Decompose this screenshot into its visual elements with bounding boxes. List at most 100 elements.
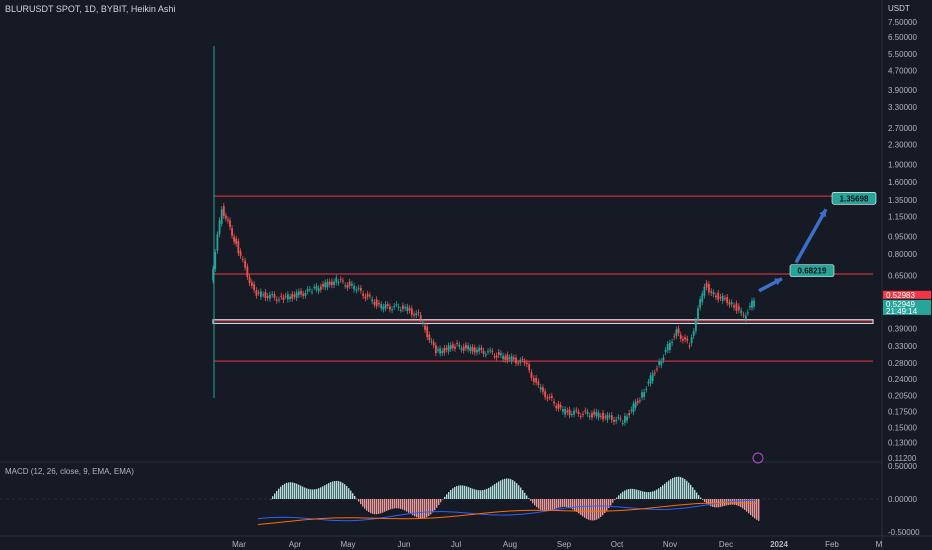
candle-body — [570, 413, 573, 415]
macd-histogram-bar — [592, 499, 594, 521]
macd-histogram-bar — [290, 482, 292, 499]
macd-histogram-bar — [328, 483, 330, 499]
macd-histogram-bar — [522, 490, 524, 499]
macd-histogram-bar — [480, 490, 482, 499]
macd-histogram-bar — [502, 479, 504, 499]
candle-body — [669, 342, 671, 351]
y-tick-label: 0.17500 — [888, 408, 917, 417]
macd-histogram-bar — [510, 479, 512, 499]
candle-body — [229, 220, 231, 227]
macd-histogram-bar — [276, 490, 278, 499]
macd-histogram-bar — [538, 499, 540, 509]
candle-body — [517, 362, 520, 364]
macd-histogram-bar — [308, 488, 310, 499]
macd-histogram-bar — [756, 499, 758, 520]
macd-histogram-bar — [568, 499, 570, 508]
macd-histogram-bar — [376, 499, 378, 515]
candle-body — [441, 351, 444, 354]
candle-body — [610, 415, 613, 420]
macd-histogram-bar — [684, 479, 686, 499]
candle-body — [495, 355, 498, 358]
macd-histogram-bar — [448, 491, 450, 499]
y-tick-label: 6.50000 — [888, 33, 917, 42]
macd-histogram-bar — [644, 491, 646, 499]
candle-body — [449, 345, 452, 349]
y-tick-label: 0.13000 — [888, 439, 917, 448]
y-tick-label: 0.39000 — [888, 325, 917, 334]
macd-histogram-bar — [384, 499, 386, 512]
candle-body — [487, 351, 489, 353]
macd-histogram-bar — [380, 499, 382, 514]
candle-body — [641, 392, 643, 398]
candle-body — [539, 387, 542, 390]
macd-histogram-bar — [486, 488, 488, 499]
candle-body — [362, 293, 365, 296]
candle-body — [266, 296, 269, 298]
macd-histogram-bar — [456, 486, 458, 499]
macd-histogram-bar — [452, 488, 454, 499]
candle-body — [721, 296, 724, 301]
macd-histogram-bar — [610, 499, 612, 506]
candle-body — [660, 361, 663, 366]
candle-body — [568, 409, 571, 416]
macd-histogram-bar — [608, 499, 610, 509]
candle-body — [322, 283, 324, 287]
candle-body — [426, 326, 429, 338]
candle-body — [624, 415, 626, 423]
candle-body — [384, 304, 387, 309]
macd-histogram-bar — [560, 499, 562, 508]
macd-histogram-bar — [484, 489, 486, 499]
macd-histogram-bar — [454, 487, 456, 499]
candle-body — [535, 377, 538, 383]
macd-histogram-bar — [650, 491, 652, 499]
macd-histogram-bar — [582, 499, 584, 517]
candle-body — [724, 298, 726, 300]
macd-histogram-bar — [388, 499, 390, 511]
macd-histogram-bar — [464, 485, 466, 499]
macd-histogram-bar — [434, 499, 436, 511]
macd-histogram-bar — [346, 486, 348, 499]
candle-body — [218, 220, 221, 235]
macd-histogram-bar — [662, 485, 664, 499]
candle-body — [599, 415, 602, 417]
y-tick-label: 1.90000 — [888, 160, 917, 169]
candle-body — [439, 348, 442, 354]
candle-body — [424, 325, 426, 330]
macd-histogram-bar — [280, 486, 282, 499]
target-price-text: 1.35698 — [840, 194, 869, 203]
y-tick-label: 2.30000 — [888, 141, 917, 150]
y-tick-label: 0.95000 — [888, 232, 917, 241]
macd-histogram-bar — [576, 499, 578, 512]
candle-body — [460, 348, 463, 350]
candle-body — [688, 345, 691, 347]
candle-body — [537, 381, 540, 386]
candle-body — [246, 266, 249, 278]
candle-body — [519, 360, 522, 363]
macd-histogram-bar — [696, 492, 698, 499]
candle-body — [239, 251, 242, 256]
macd-histogram-bar — [406, 499, 408, 512]
macd-histogram-bar — [478, 490, 480, 499]
macd-histogram-bar — [492, 485, 494, 499]
candle-body — [730, 302, 733, 305]
candle-body — [428, 334, 431, 341]
candle-body — [212, 268, 214, 281]
macd-legend: MACD (12, 26, close, 9, EMA, EMA) — [5, 467, 134, 476]
candle-body — [510, 356, 513, 362]
macd-histogram-bar — [634, 489, 636, 499]
macd-histogram-bar — [686, 480, 688, 499]
candle-body — [504, 356, 507, 360]
candle-body — [289, 296, 291, 299]
candle-body — [402, 305, 404, 310]
macd-histogram-bar — [554, 499, 556, 510]
macd-histogram-bar — [558, 499, 560, 508]
candle-body — [615, 419, 618, 422]
candle-body — [406, 306, 409, 312]
y-tick-label: 1.35000 — [888, 196, 917, 205]
candle-body — [378, 303, 380, 305]
candle-body — [291, 293, 294, 299]
candle-body — [705, 282, 708, 288]
macd-histogram-bar — [284, 483, 286, 499]
macd-histogram-bar — [578, 499, 580, 514]
